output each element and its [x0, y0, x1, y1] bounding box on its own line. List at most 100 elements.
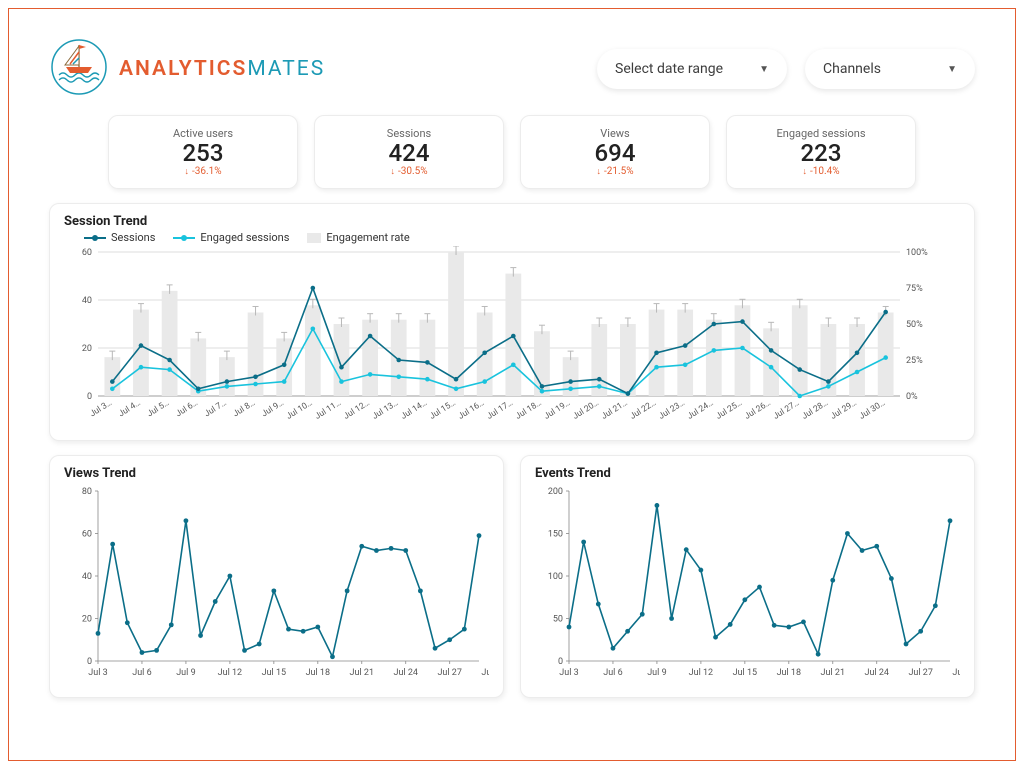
svg-text:Jul 18…: Jul 18…: [514, 398, 544, 422]
stat-card-active-users: Active users 253 ↓-36.1%: [108, 115, 298, 189]
channels-dropdown[interactable]: Channels ▼: [805, 49, 975, 89]
svg-text:Jul 13…: Jul 13…: [371, 398, 401, 422]
sessions-swatch-icon: [84, 234, 106, 242]
svg-text:Jul 20…: Jul 20…: [571, 398, 601, 422]
svg-text:Jul 14…: Jul 14…: [399, 398, 429, 422]
svg-text:Jul 21: Jul 21: [350, 668, 374, 678]
svg-text:Jul 4…: Jul 4…: [117, 398, 143, 419]
header-controls: Select date range ▼ Channels ▼: [597, 49, 975, 89]
views-trend-title: Views Trend: [64, 466, 489, 481]
svg-text:Jul 21: Jul 21: [821, 668, 845, 678]
svg-text:Jul 15…: Jul 15…: [428, 398, 458, 422]
svg-text:Jul 23…: Jul 23…: [657, 398, 687, 422]
brand-part2: MATES: [247, 57, 325, 81]
svg-text:20: 20: [82, 615, 92, 625]
stat-label: Engaged sessions: [777, 127, 866, 140]
svg-text:0: 0: [558, 657, 563, 667]
svg-text:Jul 22…: Jul 22…: [628, 398, 658, 422]
svg-text:Jul 16…: Jul 16…: [457, 398, 487, 422]
svg-text:Jul 30…: Jul 30…: [858, 398, 888, 422]
events-trend-chart: 0 50 100 150 200 Jul 3 Jul 6 Jul 9 Jul 12 Jul 15 J…: [535, 483, 960, 683]
header: ANALYTICSMATES Select date range ▼ Chann…: [49, 37, 975, 101]
dashboard-frame: ANALYTICSMATES Select date range ▼ Chann…: [8, 8, 1016, 761]
svg-text:Jul 10…: Jul 10…: [285, 398, 315, 422]
stat-card-sessions: Sessions 424 ↓-30.5%: [314, 115, 504, 189]
stat-card-engaged-sessions: Engaged sessions 223 ↓-10.4%: [726, 115, 916, 189]
svg-text:Jul 7…: Jul 7…: [203, 398, 229, 419]
svg-text:Jul 27: Jul 27: [437, 668, 461, 678]
svg-text:0%: 0%: [906, 392, 918, 402]
svg-text:Jul 26…: Jul 26…: [743, 398, 773, 422]
svg-text:Jul 27…: Jul 27…: [772, 398, 802, 422]
svg-text:Jul 9: Jul 9: [176, 668, 195, 678]
bottom-row: Views Trend 0 20 40 60 80 Jul 3 Jul 6 Jul 9 Jul …: [49, 455, 975, 698]
views-trend-panel: Views Trend 0 20 40 60 80 Jul 3 Jul 6 Jul 9 Jul …: [49, 455, 504, 698]
brand-part1: ANALYTICS: [119, 57, 247, 81]
svg-text:25%: 25%: [906, 356, 923, 366]
brand-text: ANALYTICSMATES: [119, 57, 325, 81]
svg-text:100: 100: [548, 572, 563, 582]
session-trend-panel: Session Trend Sessions Engaged sessions …: [49, 203, 975, 441]
svg-text:Jul 30: Jul 30: [481, 668, 489, 678]
svg-text:75%: 75%: [906, 284, 923, 294]
svg-text:150: 150: [548, 530, 563, 540]
stat-value: 424: [389, 140, 430, 166]
svg-text:Jul 15: Jul 15: [733, 668, 757, 678]
stat-delta: ↓-36.1%: [184, 166, 221, 177]
svg-text:Jul 17…: Jul 17…: [485, 398, 515, 422]
logo-icon: [49, 37, 109, 101]
svg-text:100%: 100%: [906, 248, 928, 258]
legend-engagement-rate: Engagement rate: [307, 231, 409, 244]
session-trend-chart: 02040600%25%50%75%100%Jul 3…Jul 4…Jul 5……: [64, 246, 944, 426]
svg-text:Jul 18: Jul 18: [777, 668, 801, 678]
date-range-dropdown[interactable]: Select date range ▼: [597, 49, 787, 89]
svg-text:0: 0: [87, 392, 92, 402]
brand: ANALYTICSMATES: [49, 37, 325, 101]
svg-text:Jul 25…: Jul 25…: [714, 398, 744, 422]
svg-text:Jul 9: Jul 9: [647, 668, 666, 678]
arrow-down-icon: ↓: [390, 166, 395, 177]
arrow-down-icon: ↓: [802, 166, 807, 177]
engagement-rate-swatch-icon: [307, 233, 321, 243]
svg-text:Jul 24…: Jul 24…: [686, 398, 716, 422]
stat-label: Views: [600, 127, 629, 140]
stat-label: Sessions: [387, 127, 431, 140]
svg-text:Jul 8…: Jul 8…: [231, 398, 257, 419]
svg-text:Jul 12…: Jul 12…: [342, 398, 372, 422]
session-trend-legend: Sessions Engaged sessions Engagement rat…: [84, 231, 960, 244]
svg-text:80: 80: [82, 487, 92, 497]
date-range-label: Select date range: [615, 61, 723, 77]
chevron-down-icon: ▼: [947, 64, 957, 75]
svg-text:Jul 15: Jul 15: [262, 668, 286, 678]
svg-text:Jul 3…: Jul 3…: [88, 398, 114, 419]
svg-text:60: 60: [82, 248, 92, 258]
svg-text:Jul 6: Jul 6: [132, 668, 151, 678]
svg-text:Jul 27: Jul 27: [908, 668, 932, 678]
stat-delta: ↓-21.5%: [596, 166, 633, 177]
arrow-down-icon: ↓: [184, 166, 189, 177]
stat-delta: ↓-30.5%: [390, 166, 427, 177]
events-trend-panel: Events Trend 0 50 100 150 200 Jul 3 Jul 6 Jul 9…: [520, 455, 975, 698]
svg-text:Jul 19…: Jul 19…: [542, 398, 572, 422]
engaged-swatch-icon: [173, 234, 195, 242]
svg-text:Jul 29…: Jul 29…: [829, 398, 859, 422]
svg-text:60: 60: [82, 530, 92, 540]
svg-text:Jul 30: Jul 30: [952, 668, 960, 678]
svg-text:0: 0: [87, 657, 92, 667]
svg-text:Jul 3: Jul 3: [559, 668, 578, 678]
views-trend-chart: 020406080Jul 3Jul 6Jul 9Jul 12Jul 15Jul …: [64, 483, 489, 683]
svg-text:Jul 3: Jul 3: [88, 668, 107, 678]
svg-text:Jul 9…: Jul 9…: [260, 398, 286, 419]
svg-text:Jul 18: Jul 18: [306, 668, 330, 678]
svg-text:Jul 24: Jul 24: [864, 668, 888, 678]
events-trend-title: Events Trend: [535, 466, 960, 481]
legend-sessions: Sessions: [84, 231, 155, 244]
svg-text:Jul 12: Jul 12: [689, 668, 713, 678]
svg-text:Jul 6: Jul 6: [603, 668, 622, 678]
svg-text:40: 40: [82, 296, 92, 306]
svg-text:200: 200: [548, 487, 563, 497]
svg-text:40: 40: [82, 572, 92, 582]
stat-value: 694: [595, 140, 636, 166]
svg-text:Jul 24: Jul 24: [393, 668, 417, 678]
svg-text:50: 50: [553, 615, 563, 625]
